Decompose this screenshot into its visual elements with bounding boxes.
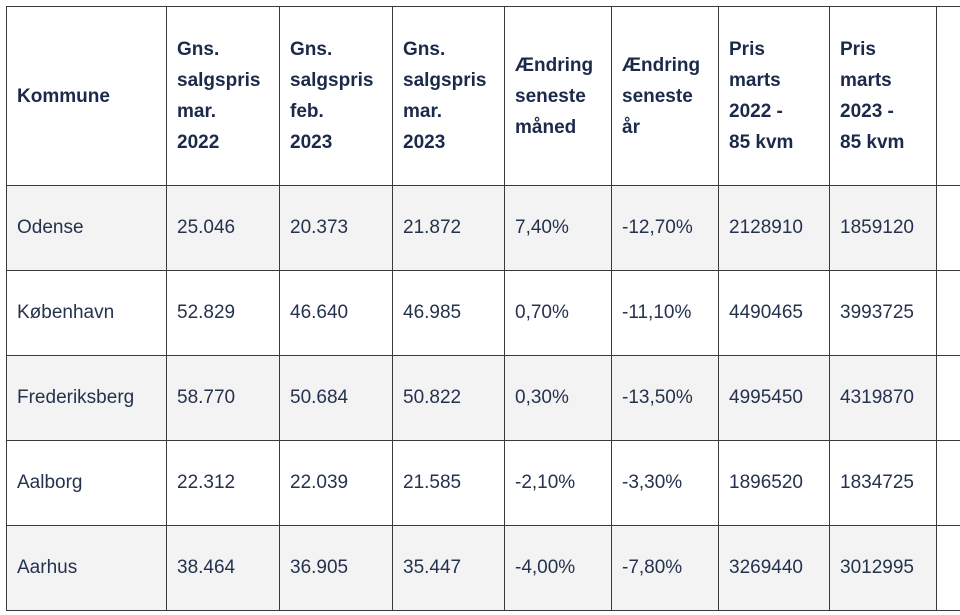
cell-kommune: Aalborg bbox=[6, 440, 167, 526]
cell-cutoff bbox=[936, 270, 960, 356]
cell-change-month: 7,40% bbox=[504, 185, 612, 271]
cell-kommune: Odense bbox=[6, 185, 167, 271]
cell-price-2023: 1859120 bbox=[829, 185, 937, 271]
cell-avg-price-mar-2023: 21.872 bbox=[392, 185, 505, 271]
cell-change-year: -3,30% bbox=[611, 440, 719, 526]
cell-price-2023: 1834725 bbox=[829, 440, 937, 526]
header-change-month: Ændring seneste måned bbox=[504, 6, 612, 186]
cell-cutoff bbox=[936, 355, 960, 441]
table-row: Aalborg 22.312 22.039 21.585 -2,10% -3,3… bbox=[6, 440, 960, 526]
cell-avg-price-mar-2022: 58.770 bbox=[166, 355, 280, 441]
cell-change-month: 0,30% bbox=[504, 355, 612, 441]
cell-avg-price-feb-2023: 22.039 bbox=[279, 440, 393, 526]
cell-price-2023: 3993725 bbox=[829, 270, 937, 356]
cell-kommune: Frederiksberg bbox=[6, 355, 167, 441]
header-avg-price-feb-2023: Gns. salgspris feb. 2023 bbox=[279, 6, 393, 186]
cell-avg-price-mar-2022: 25.046 bbox=[166, 185, 280, 271]
cell-price-2023: 4319870 bbox=[829, 355, 937, 441]
cell-avg-price-feb-2023: 50.684 bbox=[279, 355, 393, 441]
cell-price-2022: 2128910 bbox=[718, 185, 830, 271]
cell-kommune: København bbox=[6, 270, 167, 356]
cell-avg-price-mar-2022: 22.312 bbox=[166, 440, 280, 526]
header-price-2022-85sqm: Pris marts 2022 - 85 kvm bbox=[718, 6, 830, 186]
cell-price-2022: 4995450 bbox=[718, 355, 830, 441]
cell-avg-price-feb-2023: 20.373 bbox=[279, 185, 393, 271]
cell-price-2023: 3012995 bbox=[829, 525, 937, 611]
cell-cutoff bbox=[936, 185, 960, 271]
header-cutoff-column bbox=[936, 6, 960, 186]
cell-cutoff bbox=[936, 440, 960, 526]
cell-price-2022: 4490465 bbox=[718, 270, 830, 356]
cell-avg-price-mar-2022: 52.829 bbox=[166, 270, 280, 356]
cell-avg-price-feb-2023: 46.640 bbox=[279, 270, 393, 356]
cell-change-year: -11,10% bbox=[611, 270, 719, 356]
cell-change-year: -12,70% bbox=[611, 185, 719, 271]
header-price-2023-85sqm: Pris marts 2023 - 85 kvm bbox=[829, 6, 937, 186]
header-avg-price-mar-2023: Gns. salgspris mar. 2023 bbox=[392, 6, 505, 186]
cell-avg-price-mar-2023: 35.447 bbox=[392, 525, 505, 611]
table-row: Odense 25.046 20.373 21.872 7,40% -12,70… bbox=[6, 185, 960, 271]
table-row: Frederiksberg 58.770 50.684 50.822 0,30%… bbox=[6, 355, 960, 441]
cell-price-2022: 3269440 bbox=[718, 525, 830, 611]
table-row: København 52.829 46.640 46.985 0,70% -11… bbox=[6, 270, 960, 356]
header-change-year: Ændring seneste år bbox=[611, 6, 719, 186]
housing-price-table: Kommune Gns. salgspris mar. 2022 Gns. sa… bbox=[6, 6, 960, 611]
header-avg-price-mar-2022: Gns. salgspris mar. 2022 bbox=[166, 6, 280, 186]
cell-avg-price-mar-2023: 46.985 bbox=[392, 270, 505, 356]
cell-price-2022: 1896520 bbox=[718, 440, 830, 526]
cell-avg-price-feb-2023: 36.905 bbox=[279, 525, 393, 611]
cell-avg-price-mar-2022: 38.464 bbox=[166, 525, 280, 611]
cell-cutoff bbox=[936, 525, 960, 611]
header-kommune: Kommune bbox=[6, 6, 167, 186]
table-header-row: Kommune Gns. salgspris mar. 2022 Gns. sa… bbox=[6, 6, 960, 186]
table-row: Aarhus 38.464 36.905 35.447 -4,00% -7,80… bbox=[6, 525, 960, 611]
cell-change-month: -2,10% bbox=[504, 440, 612, 526]
cell-change-year: -7,80% bbox=[611, 525, 719, 611]
cell-avg-price-mar-2023: 21.585 bbox=[392, 440, 505, 526]
cell-avg-price-mar-2023: 50.822 bbox=[392, 355, 505, 441]
data-table-container: Kommune Gns. salgspris mar. 2022 Gns. sa… bbox=[6, 6, 960, 613]
cell-change-year: -13,50% bbox=[611, 355, 719, 441]
cell-kommune: Aarhus bbox=[6, 525, 167, 611]
cell-change-month: 0,70% bbox=[504, 270, 612, 356]
cell-change-month: -4,00% bbox=[504, 525, 612, 611]
